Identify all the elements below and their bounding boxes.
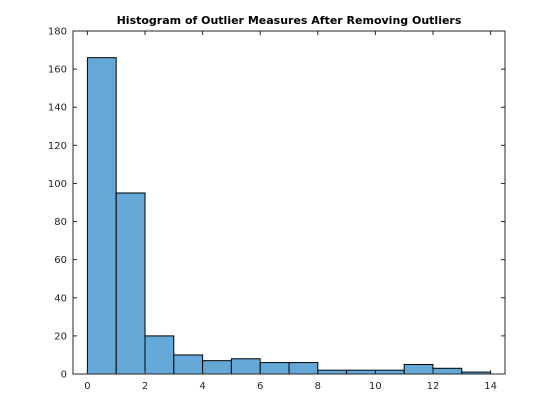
histogram-bar [374, 369, 405, 375]
y-tick-label: 40 [54, 293, 67, 304]
y-tick-label: 80 [54, 217, 67, 228]
histogram-bar [259, 362, 290, 375]
x-tick-label: 6 [257, 381, 263, 392]
x-tick-label: 12 [427, 381, 440, 392]
histogram-bar [144, 335, 175, 375]
histogram-bar [432, 367, 463, 375]
y-tick-label: 120 [48, 141, 67, 152]
y-tick-label: 160 [48, 65, 67, 76]
x-tick-label: 10 [369, 381, 382, 392]
histogram-bar [403, 363, 434, 375]
x-tick-label: 2 [142, 381, 148, 392]
histogram-bar [202, 360, 232, 375]
x-tick-label: 0 [84, 381, 90, 392]
bars-layer [86, 57, 492, 375]
y-tick-label: 100 [48, 179, 67, 190]
x-tick-label: 8 [315, 381, 321, 392]
y-tick-label: 0 [61, 370, 67, 381]
histogram-bar [115, 192, 146, 375]
chart-title: Histogram of Outlier Measures After Remo… [117, 14, 462, 27]
x-tick-label: 4 [199, 381, 205, 392]
histogram-bar [317, 369, 348, 375]
histogram-bar [173, 354, 204, 375]
histogram-bar [346, 369, 376, 375]
histogram-bar [230, 358, 261, 375]
y-tick-label: 140 [48, 103, 67, 114]
y-tick-label: 20 [54, 331, 67, 342]
y-tick-label: 180 [48, 27, 67, 38]
histogram-bar [86, 57, 117, 375]
histogram-bar [288, 362, 319, 375]
plot-box [72, 30, 506, 375]
y-tick-label: 60 [54, 255, 67, 266]
x-tick-label: 14 [484, 381, 497, 392]
